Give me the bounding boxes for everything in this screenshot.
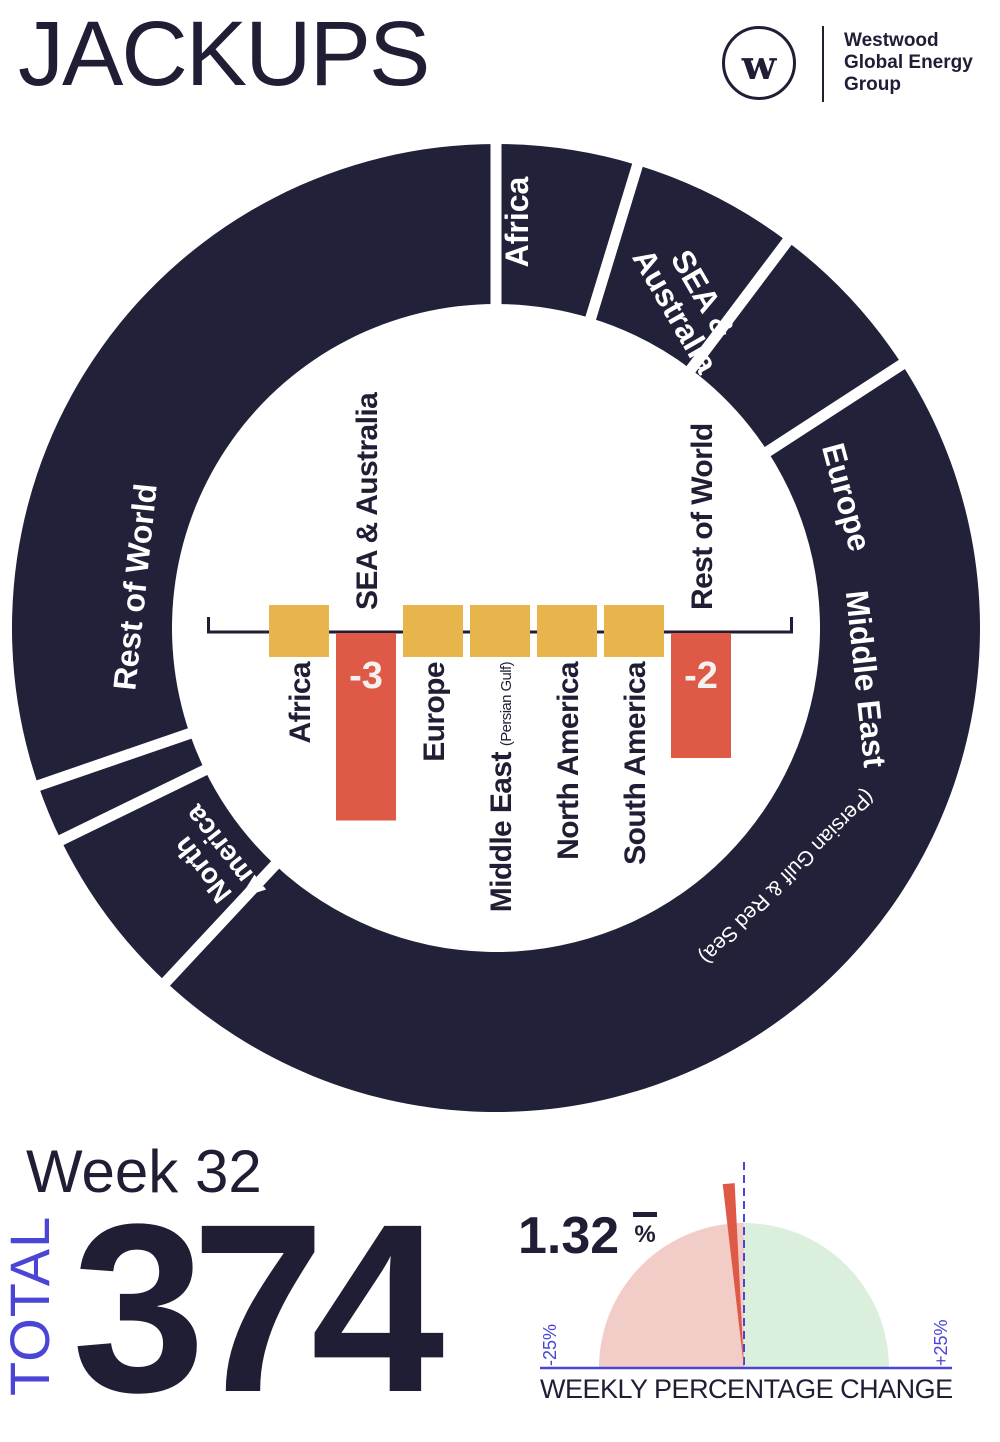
- bar-category-label: North America: [552, 661, 585, 860]
- donut-segment: [60, 770, 276, 982]
- donut-segment: [11, 144, 497, 786]
- bar-category-label: Rest of World: [686, 423, 719, 610]
- bar-category-label: SEA & Australia: [351, 392, 384, 610]
- percentage-unit: %: [632, 1212, 658, 1247]
- gauge-positive-half: [744, 1223, 889, 1368]
- donut-gap: [759, 356, 910, 460]
- bar: [336, 633, 396, 821]
- bar-category-label: Europe: [418, 662, 451, 762]
- total-value: 374: [72, 1174, 444, 1442]
- bar: [671, 633, 731, 758]
- westwood-logo: w Westwood Global Energy Group: [722, 26, 992, 106]
- bar-zero-marker: [269, 605, 329, 657]
- donut-segment: [590, 165, 788, 370]
- bar-zero-marker: [470, 605, 530, 657]
- percent-sign: %: [634, 1221, 656, 1248]
- gauge-needle: [722, 1183, 744, 1368]
- donut-segment: [38, 733, 205, 841]
- donut-gap: [53, 762, 213, 848]
- donut-label: Africa: [499, 176, 535, 267]
- donut-gap: [682, 233, 796, 378]
- bar-zero-marker: [604, 605, 664, 657]
- negative-sign-icon: [633, 1212, 657, 1217]
- gauge-caption: WEEKLY PERCENTAGE CHANGE: [540, 1374, 953, 1404]
- bar-category-label: Middle East(Persian Gulf): [485, 661, 518, 912]
- donut-gap: [583, 157, 645, 326]
- bar-value-label: -3: [349, 655, 383, 697]
- donut-gap: [157, 856, 284, 991]
- logo-line: Global Energy: [844, 52, 973, 73]
- page-title: JACKUPS: [18, 3, 430, 105]
- logo-line: Group: [844, 74, 901, 95]
- logo-text: Westwood Global Energy Group: [844, 30, 973, 96]
- donut-label-text: Africa: [499, 176, 535, 267]
- bar-value-label: -2: [684, 655, 718, 697]
- donut-segment: [165, 364, 980, 1112]
- logo-mark-icon: w: [722, 26, 796, 100]
- logo-divider: [822, 26, 824, 102]
- total-label: TOTAL: [0, 1215, 61, 1396]
- bar-zero-marker: [537, 605, 597, 657]
- donut-segment: [690, 241, 902, 452]
- bar-zero-marker: [403, 605, 463, 657]
- week-label: Week 32: [26, 1138, 262, 1205]
- bar-category-label: Africa: [284, 661, 317, 743]
- gauge-negative-half: [599, 1223, 744, 1368]
- logo-line: Westwood: [844, 30, 939, 51]
- gauge-min-label: -25%: [540, 1324, 560, 1366]
- donut-gap: [30, 726, 198, 793]
- percentage-value: 1.32: [518, 1207, 620, 1265]
- bar-category-label: South America: [619, 661, 652, 865]
- bar-category-sublabel: (Persian Gulf): [498, 661, 515, 746]
- gauge-max-label: +25%: [931, 1319, 951, 1366]
